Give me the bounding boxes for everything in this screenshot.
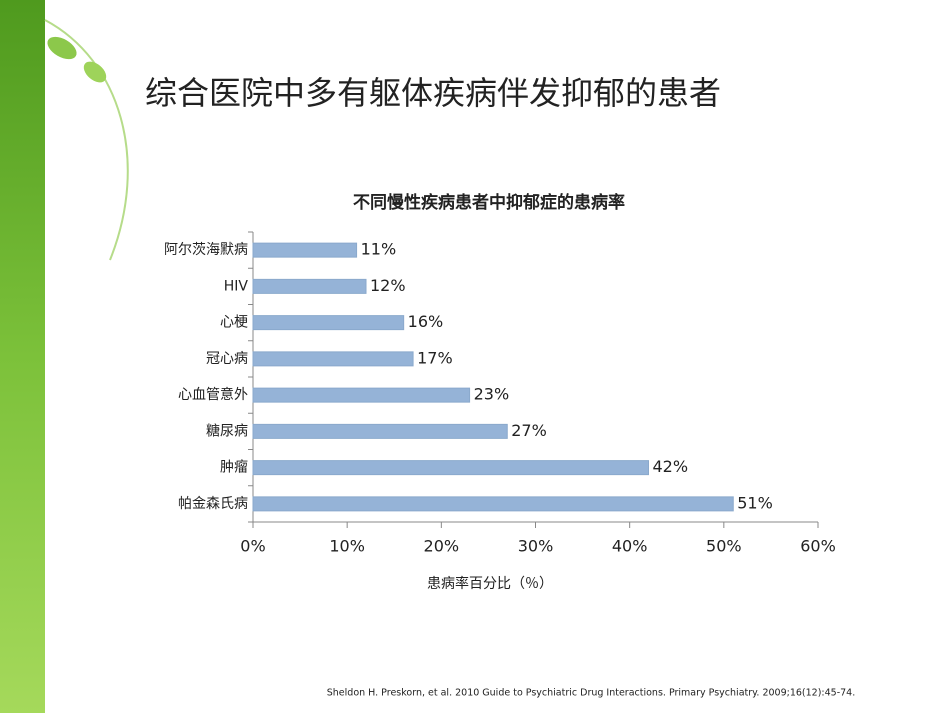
vine <box>44 19 129 261</box>
y-tick-label: 帕金森氏病 <box>178 496 248 512</box>
leaf <box>47 36 77 60</box>
bar <box>252 460 649 476</box>
bar <box>252 278 367 294</box>
slide-title: 综合医院中多有躯体疾病伴发抑郁的患者 <box>145 74 721 112</box>
x-tick-label: 60% <box>800 537 836 556</box>
x-axis-title: 患病率百分比（％） <box>427 575 553 592</box>
bar <box>252 496 734 512</box>
bar <box>252 423 508 439</box>
value-label: 42% <box>653 457 689 476</box>
value-label: 51% <box>737 493 773 512</box>
y-tick-label: 阿尔茨海默病 <box>164 242 248 258</box>
bar <box>252 351 414 367</box>
value-label: 11% <box>361 240 397 259</box>
y-tick-label: 冠心病 <box>206 351 248 367</box>
value-label: 17% <box>417 348 453 367</box>
x-tick-label: 20% <box>424 537 460 556</box>
bar <box>252 315 405 331</box>
citation: Sheldon H. Preskorn, et al. 2010 Guide t… <box>327 688 856 699</box>
value-label: 23% <box>474 385 510 404</box>
x-tick-label: 50% <box>706 537 742 556</box>
y-tick-label: 肿瘤 <box>220 459 248 476</box>
x-tick-label: 10% <box>329 537 365 556</box>
value-label: 16% <box>408 312 444 331</box>
chart-title: 不同慢性疾病患者中抑郁症的患病率 <box>353 192 625 213</box>
y-tick-label: 心梗 <box>220 315 248 331</box>
x-tick-label: 30% <box>518 537 554 556</box>
y-tick-label: HIV <box>224 278 249 294</box>
bar <box>252 242 358 258</box>
y-tick-label: 糖尿病 <box>206 423 248 439</box>
x-tick-label: 40% <box>612 537 648 556</box>
y-tick-label: 心血管意外 <box>178 386 248 403</box>
value-label: 27% <box>511 421 547 440</box>
leaf <box>83 61 107 83</box>
bar <box>252 387 471 403</box>
x-tick-label: 0% <box>240 537 265 556</box>
value-label: 12% <box>370 276 406 295</box>
side-stripe <box>0 0 45 713</box>
